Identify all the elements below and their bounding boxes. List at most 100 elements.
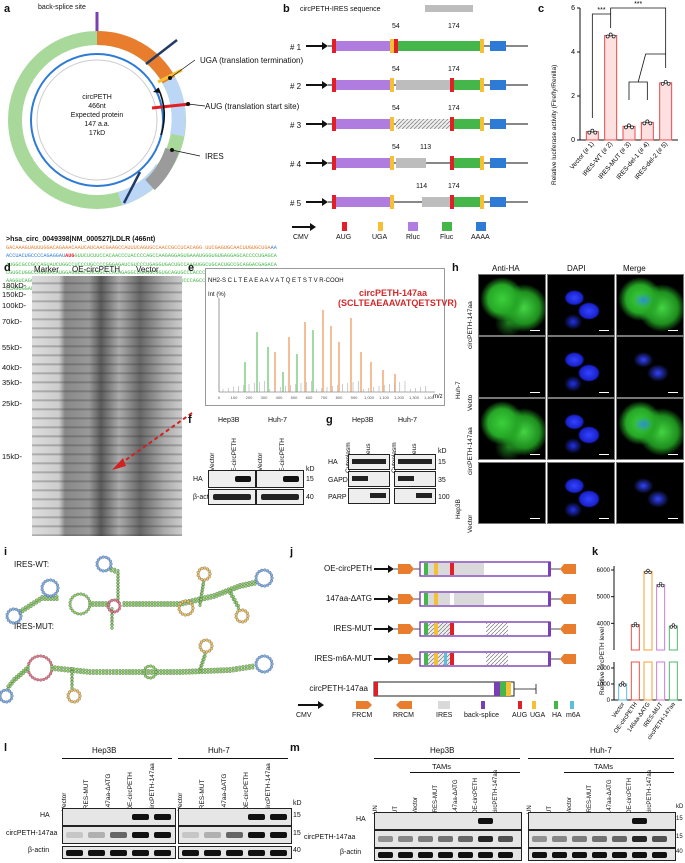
c-point	[590, 128, 595, 133]
cmv-arrow	[306, 120, 328, 128]
g-kd: kD	[438, 448, 447, 455]
j-construct-label-4: IRES-m6A-MUT	[314, 654, 372, 663]
construct-num-right-1: 174	[448, 23, 460, 30]
j-construct-label-5: circPETH-147aa	[309, 684, 368, 693]
construct-label-2: # 2	[290, 82, 302, 91]
polya-block	[490, 119, 506, 129]
g-row-gapdh: GAPDH	[328, 477, 353, 484]
marker-size-6: 35kD-	[2, 378, 23, 387]
mut-loop-b	[0, 688, 14, 704]
l-blot-1-row-3	[62, 846, 176, 859]
m-blot-1-row-2	[374, 830, 522, 848]
k-point	[673, 625, 677, 629]
ms-xtick: 900	[351, 395, 358, 400]
construct-num-left-4: 54	[392, 144, 400, 151]
band	[270, 849, 287, 856]
c-ytick-label: 2	[571, 93, 575, 100]
construct-legend	[292, 222, 486, 231]
k-ytick-label: 6000	[597, 568, 611, 574]
scale-bar	[599, 453, 609, 455]
m-tams-line-1	[410, 772, 520, 773]
l-lane-2-4: OE-circPETH	[243, 772, 250, 811]
m-group-hep3b: Hep3B	[430, 746, 455, 755]
f-blot-huh7-actin	[256, 489, 304, 505]
f-row-ha: HA	[193, 476, 203, 483]
g-blot-huh7-gapdh	[394, 471, 436, 487]
m-row-actin: β-actin	[340, 849, 362, 856]
ires-block	[396, 80, 452, 90]
uga-mark	[390, 39, 394, 53]
c-point	[630, 125, 634, 130]
polya-block	[490, 197, 506, 207]
aug-mark	[450, 563, 454, 575]
micro-r4-merge	[616, 462, 684, 524]
ms-xtick: 0	[218, 395, 221, 400]
j-legend	[298, 701, 522, 709]
l-row-ha: HA	[40, 812, 50, 819]
j-legend-cmv: CMV	[296, 712, 312, 719]
ha-mark	[424, 563, 428, 575]
l-blot-2-row-3	[178, 846, 292, 859]
k-bar-upper	[630, 624, 640, 651]
frcm-block	[398, 594, 414, 604]
ms-xtick: 600	[306, 395, 313, 400]
cmv-arrow	[306, 42, 328, 50]
ha-mark	[424, 623, 428, 635]
k-point	[619, 683, 623, 687]
circ-protein-label: Expected protein	[70, 112, 124, 119]
band	[110, 849, 127, 856]
m-group-huh7: Huh-7	[590, 746, 612, 755]
construct-num-right-4: 113	[420, 144, 432, 151]
band	[438, 836, 453, 842]
c-point	[645, 119, 650, 124]
k-point	[646, 568, 650, 572]
m-group-line-1	[374, 758, 520, 759]
g-group-hep3b: Hep3B	[352, 417, 374, 424]
scale-bar	[668, 391, 678, 393]
micro-r1-green	[478, 274, 546, 336]
c-point	[663, 79, 668, 84]
k-bar-upper	[668, 625, 678, 651]
construct-4	[306, 156, 528, 170]
ires-label: IRES	[205, 152, 224, 161]
ires-region	[428, 593, 450, 605]
l-lane-1-3: 147aa-ΔATG	[105, 773, 112, 811]
m-kd: kD	[676, 804, 684, 810]
k-point	[621, 681, 625, 685]
seq-aug: AUG	[65, 253, 75, 260]
polya-block	[490, 158, 506, 168]
m-kd-40: 40	[676, 849, 683, 855]
h-group-huh7: Huh-7	[455, 381, 462, 399]
backsplice-mark	[548, 622, 551, 636]
wt-loop-b	[40, 578, 60, 598]
c-sig-bracket-1	[591, 13, 612, 118]
frcm-block	[398, 624, 414, 634]
construct-label-3: # 3	[290, 121, 302, 130]
ms-xtick: 300	[261, 395, 268, 400]
l-lane-2-3: 147aa-ΔATG	[221, 773, 228, 811]
k-ytick-label: 0	[607, 698, 611, 704]
band	[204, 849, 221, 856]
panel-label-a: a	[4, 3, 11, 15]
marker-size-4: 55kD-	[2, 343, 23, 352]
h-col-merge: Merge	[623, 264, 646, 273]
f-kd: kD	[306, 466, 315, 473]
aug-mark	[450, 623, 454, 635]
band	[478, 836, 493, 842]
uga-mark	[390, 156, 394, 170]
band	[552, 851, 567, 858]
h-col-dapi: DAPI	[567, 264, 586, 273]
micro-r3-blue	[547, 398, 615, 460]
ires-seq-title: circPETH-IRES sequence	[300, 6, 381, 13]
scale-bar	[530, 517, 540, 519]
m-lane-2-4: IRES-MUT	[587, 785, 593, 814]
g-blot-hep3b-ha	[348, 454, 390, 470]
ms-xtick: 1,100	[379, 395, 390, 400]
uga-mark-2	[480, 39, 484, 53]
micro-r2-green	[478, 336, 546, 398]
polya-block	[490, 80, 506, 90]
j-construct-label-2: 147aa-ΔATG	[325, 594, 372, 603]
l-blot-2-row-1	[178, 808, 292, 826]
sequence-header: >hsa_circ_0049398|NM_000527|LDLR (466nt)	[6, 236, 156, 243]
